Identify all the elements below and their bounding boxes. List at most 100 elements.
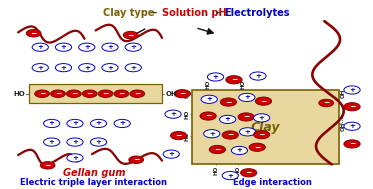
Text: HO: HO: [185, 132, 190, 141]
Circle shape: [344, 103, 360, 111]
Text: +: +: [49, 139, 54, 145]
Circle shape: [44, 119, 60, 128]
Circle shape: [226, 76, 242, 84]
Text: HO: HO: [185, 89, 190, 98]
Text: −: −: [134, 89, 141, 98]
Text: +: +: [49, 120, 54, 126]
Circle shape: [231, 146, 248, 155]
Circle shape: [90, 138, 107, 146]
Circle shape: [241, 169, 257, 177]
Text: Gellan gum: Gellan gum: [63, 168, 125, 178]
Text: −: −: [243, 112, 249, 122]
Text: −: −: [225, 98, 232, 107]
Circle shape: [51, 90, 65, 97]
Text: Clay: Clay: [251, 121, 280, 134]
Circle shape: [67, 154, 83, 162]
Text: −: −: [245, 168, 252, 177]
Circle shape: [344, 140, 360, 148]
Circle shape: [249, 143, 265, 151]
Text: +: +: [37, 44, 43, 50]
Circle shape: [102, 64, 118, 72]
Text: +: +: [259, 115, 264, 121]
Text: Electric triple layer interaction: Electric triple layer interaction: [20, 178, 167, 187]
Text: HO: HO: [235, 165, 240, 175]
Text: −: −: [44, 161, 51, 170]
Text: −: −: [70, 89, 77, 98]
Text: Solution pH: Solution pH: [162, 8, 227, 18]
Text: +: +: [84, 65, 90, 71]
Circle shape: [32, 43, 48, 51]
Text: +: +: [130, 44, 136, 50]
Text: OH: OH: [341, 89, 346, 98]
Text: +: +: [227, 173, 233, 179]
Text: +: +: [72, 139, 78, 145]
Text: Electrolytes: Electrolytes: [224, 8, 289, 18]
Text: HO: HO: [185, 110, 190, 119]
Text: +: +: [236, 147, 242, 153]
Text: +: +: [209, 131, 215, 137]
Text: +: +: [107, 65, 113, 71]
Text: −: −: [260, 97, 267, 106]
Circle shape: [319, 99, 333, 107]
Text: +: +: [168, 151, 174, 157]
Circle shape: [201, 95, 217, 103]
Text: +: +: [60, 44, 66, 50]
Text: +: +: [349, 123, 355, 129]
Text: −: −: [175, 131, 182, 140]
Text: OH···: OH···: [341, 116, 346, 131]
Text: −: −: [205, 112, 211, 121]
Text: +: +: [95, 139, 101, 145]
Text: Clay type: Clay type: [103, 8, 154, 18]
Circle shape: [220, 98, 236, 106]
Text: +: +: [107, 44, 113, 50]
Text: −: −: [102, 89, 109, 98]
Text: −: −: [39, 89, 45, 98]
Text: +: +: [37, 65, 43, 71]
Circle shape: [123, 31, 138, 39]
Text: +: +: [119, 120, 125, 126]
Circle shape: [250, 72, 266, 80]
Text: +: +: [60, 65, 66, 71]
Circle shape: [114, 90, 129, 97]
Circle shape: [170, 132, 187, 140]
Circle shape: [163, 150, 179, 158]
Text: +: +: [225, 116, 231, 122]
Circle shape: [56, 64, 72, 72]
Text: Edge interaction: Edge interaction: [233, 178, 312, 187]
Text: –: –: [212, 8, 223, 18]
Circle shape: [209, 145, 225, 154]
Circle shape: [239, 128, 256, 136]
Text: +: +: [95, 120, 101, 126]
Text: −: −: [254, 143, 260, 152]
Circle shape: [204, 130, 220, 138]
Text: +: +: [84, 44, 90, 50]
Circle shape: [125, 43, 141, 51]
Circle shape: [129, 156, 144, 163]
Text: HO: HO: [213, 165, 218, 175]
Circle shape: [98, 90, 113, 97]
Circle shape: [32, 64, 48, 72]
Text: OH: OH: [166, 91, 178, 97]
Text: +: +: [245, 129, 251, 135]
Circle shape: [90, 119, 107, 128]
Text: −: −: [258, 130, 265, 139]
Circle shape: [220, 115, 236, 123]
Circle shape: [207, 73, 224, 81]
Circle shape: [130, 90, 145, 97]
Text: −: −: [214, 145, 220, 154]
Circle shape: [254, 131, 270, 139]
Circle shape: [344, 122, 360, 130]
Text: −: −: [31, 29, 37, 38]
Circle shape: [125, 64, 141, 72]
Text: +: +: [130, 65, 136, 71]
Text: +: +: [213, 74, 219, 80]
Circle shape: [165, 110, 181, 118]
Circle shape: [102, 43, 118, 51]
Text: −: −: [133, 155, 140, 164]
Text: +: +: [170, 111, 176, 117]
Text: +: +: [72, 155, 78, 161]
Text: −: −: [349, 102, 355, 111]
Circle shape: [66, 90, 81, 97]
Text: −: −: [231, 75, 237, 84]
Circle shape: [67, 138, 83, 146]
